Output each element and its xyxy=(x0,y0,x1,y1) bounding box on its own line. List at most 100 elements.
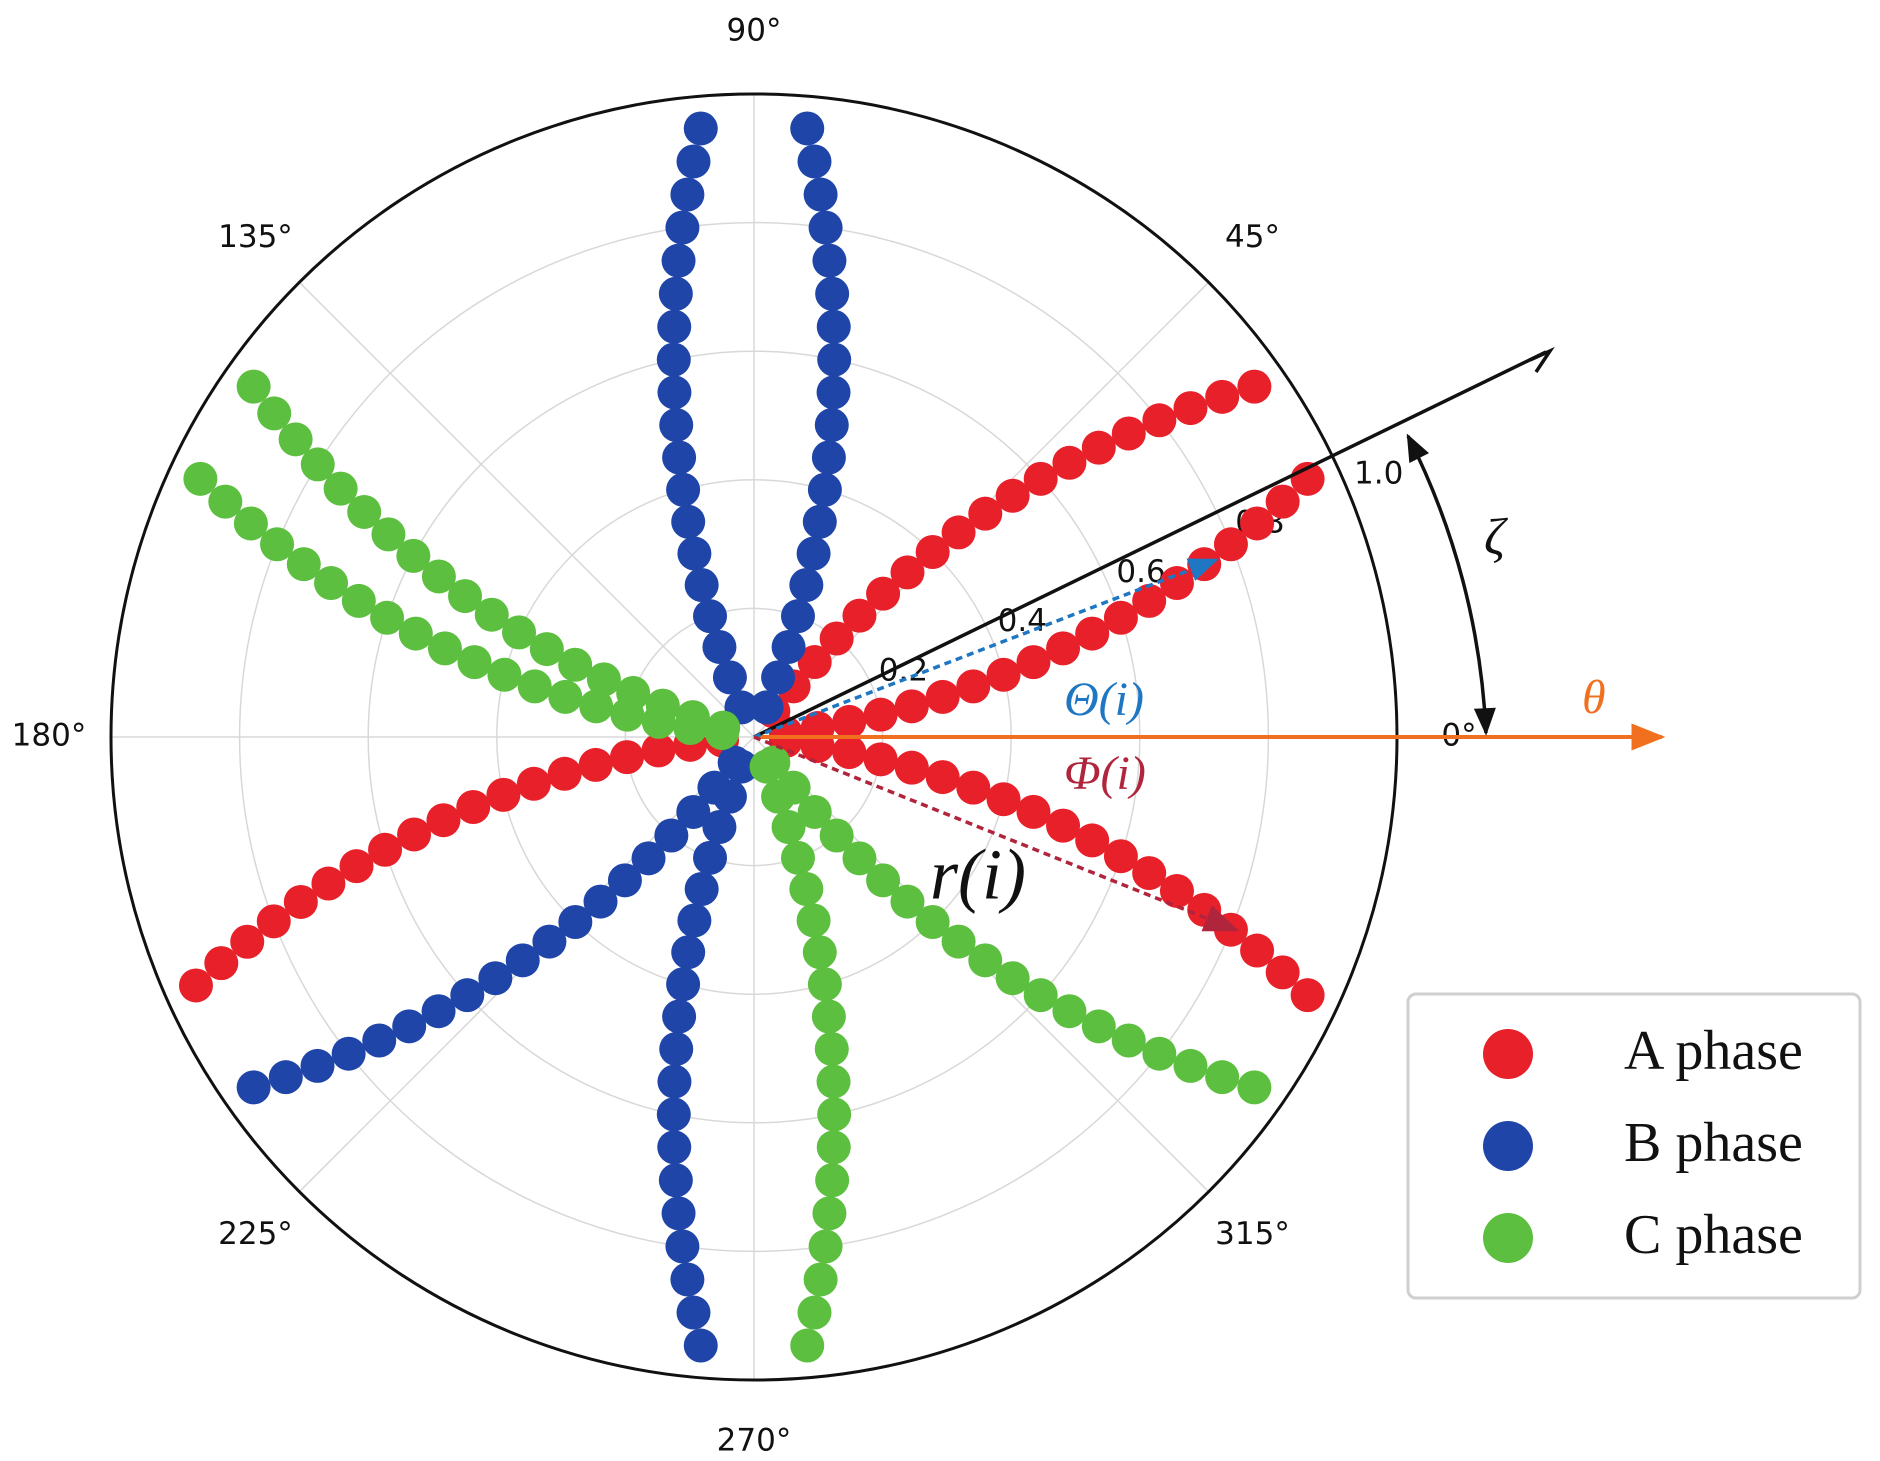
point xyxy=(796,903,831,938)
point xyxy=(1265,955,1300,990)
point xyxy=(236,1070,271,1105)
point xyxy=(392,1009,427,1044)
point xyxy=(183,461,218,496)
point xyxy=(1075,616,1110,651)
point xyxy=(641,704,676,739)
legend-label: C phase xyxy=(1624,1204,1803,1266)
point xyxy=(808,210,843,245)
point xyxy=(808,1229,843,1264)
legend: A phase B phase C phase xyxy=(1406,992,1862,1300)
point xyxy=(968,496,1003,531)
point xyxy=(300,447,335,482)
point xyxy=(702,810,737,845)
legend-marker xyxy=(1483,1029,1533,1079)
theta-tick-label: 270° xyxy=(717,1423,792,1459)
point xyxy=(697,770,732,805)
point xyxy=(771,810,806,845)
r-tick-label: 0.6 xyxy=(1116,554,1165,590)
point xyxy=(693,599,728,634)
point xyxy=(814,408,849,443)
point xyxy=(803,1262,838,1297)
annotation: Θ(i) xyxy=(1064,673,1144,726)
point xyxy=(683,111,718,146)
point xyxy=(341,583,376,618)
point xyxy=(607,863,642,898)
theta-i-arrow xyxy=(753,558,1219,739)
theta-tick-label: 180° xyxy=(12,718,87,754)
theta-tick-label: 135° xyxy=(218,219,293,255)
point xyxy=(749,690,784,725)
point xyxy=(662,440,697,475)
point xyxy=(230,924,265,959)
point xyxy=(204,946,239,981)
point xyxy=(1016,645,1051,680)
point xyxy=(756,745,791,780)
point xyxy=(811,999,846,1034)
point xyxy=(396,538,431,573)
point xyxy=(311,866,346,901)
point xyxy=(268,1060,303,1095)
point xyxy=(1052,445,1087,480)
point xyxy=(233,506,268,541)
point xyxy=(676,794,711,829)
point xyxy=(370,600,405,635)
point xyxy=(815,1163,850,1198)
point xyxy=(817,342,852,377)
point xyxy=(529,632,564,667)
point xyxy=(684,871,719,906)
zeta-arc xyxy=(1406,433,1496,736)
point xyxy=(819,818,854,853)
point xyxy=(236,369,271,404)
point xyxy=(657,1064,692,1099)
point xyxy=(657,309,692,344)
legend-label: A phase xyxy=(1624,1020,1803,1082)
point xyxy=(208,484,243,519)
zeta-arrow xyxy=(753,350,1547,739)
point xyxy=(807,472,842,507)
point xyxy=(915,905,950,940)
point xyxy=(894,689,929,724)
point xyxy=(1159,873,1194,908)
point xyxy=(1023,978,1058,1013)
legend-label: B phase xyxy=(1624,1112,1803,1174)
point xyxy=(890,555,925,590)
r-tick-label: 0.4 xyxy=(998,603,1047,639)
point xyxy=(286,547,321,582)
point xyxy=(505,943,540,978)
point xyxy=(816,1064,851,1099)
point xyxy=(1173,1048,1208,1083)
point xyxy=(1240,933,1275,968)
point xyxy=(802,504,837,539)
point xyxy=(558,647,593,682)
point xyxy=(814,1031,849,1066)
point xyxy=(659,1031,694,1066)
point xyxy=(1103,600,1138,635)
theta-tick-label: 90° xyxy=(727,13,782,49)
point xyxy=(800,728,835,763)
point xyxy=(986,657,1021,692)
point xyxy=(816,1130,851,1165)
point xyxy=(487,657,522,692)
point xyxy=(1075,823,1110,858)
point xyxy=(260,527,295,562)
theta-tick-label: 225° xyxy=(218,1216,293,1252)
point xyxy=(283,884,318,919)
point xyxy=(1111,416,1146,451)
point xyxy=(790,111,825,146)
annotation: Φ(i) xyxy=(1064,747,1146,800)
point xyxy=(915,534,950,569)
point xyxy=(278,422,313,457)
point xyxy=(677,536,712,571)
point xyxy=(1111,1023,1146,1058)
point xyxy=(486,777,521,812)
point xyxy=(474,597,509,632)
point xyxy=(654,818,689,853)
point xyxy=(712,660,747,695)
point xyxy=(802,935,837,970)
point xyxy=(1237,1070,1272,1105)
point xyxy=(797,794,832,829)
point xyxy=(339,849,374,884)
r-tick-label: 1.0 xyxy=(1354,455,1403,491)
annotation: r(i) xyxy=(930,835,1026,915)
